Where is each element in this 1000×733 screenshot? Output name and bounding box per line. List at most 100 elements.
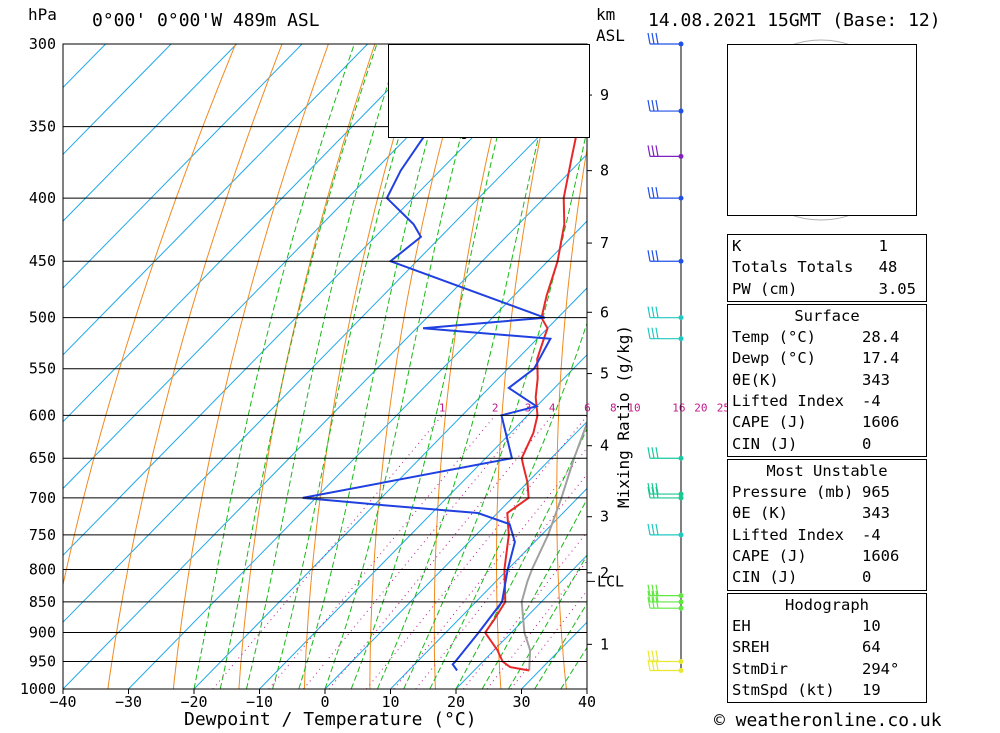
isotherm-line	[63, 44, 368, 356]
mu-value: -4	[862, 525, 881, 544]
wind-barb-feather	[655, 584, 659, 596]
most-unstable-box: Most Unstable Pressure (mb) 965 θE (K) 343 L…	[727, 459, 927, 591]
wind-barb-feather	[651, 250, 655, 262]
wind-barb-feather	[647, 32, 651, 45]
wet-adiabat-line	[350, 44, 521, 689]
wind-barb-feather	[655, 99, 659, 112]
pressure-tick-label: 900	[29, 624, 56, 642]
wind-barb-feather	[647, 523, 651, 535]
hodo-row: EH 10	[728, 616, 926, 637]
isotherm-line	[390, 487, 587, 689]
surface-label: Temp (°C)	[732, 328, 816, 347]
mixing-ratio-label: 6	[584, 401, 591, 414]
mu-title: Most Unstable	[766, 462, 888, 480]
copyright: © weatheronline.co.uk	[714, 710, 942, 731]
mixing-ratio-line	[415, 473, 587, 689]
mixing-ratio-axis-title: Mixing Ratio (g/kg)	[614, 324, 633, 508]
wind-barb-feather	[647, 187, 651, 199]
wind-barb-feather	[647, 306, 651, 318]
km-tick-label: 4	[600, 437, 609, 455]
mixing-ratio-label: 3	[525, 401, 532, 414]
dry-adiabat-line	[978, 44, 1000, 689]
wind-barb-feather	[647, 145, 651, 157]
wind-barb-feather	[651, 523, 655, 535]
wind-barb-feather	[647, 327, 651, 339]
x-tick-label: 20	[447, 693, 465, 711]
wet-adiabat-line	[481, 498, 587, 689]
surface-row: θE(K) 343	[728, 370, 926, 391]
wind-barb-feather	[655, 145, 659, 157]
wind-barb-feather	[655, 523, 659, 535]
pressure-unit-label: hPa	[28, 5, 57, 24]
wind-barb-feather	[651, 597, 655, 609]
mixing-ratio-label: 4	[549, 401, 556, 414]
wind-barb-feather	[651, 486, 655, 499]
wind-barb-feather	[655, 447, 659, 459]
wind-barb-feather	[651, 99, 655, 112]
hodo-table: EH 10 SREH 64 StmDir 294° StmSpd (kt) 19	[728, 616, 926, 701]
km-tick-label: 8	[600, 162, 609, 180]
mixing-ratio-line	[303, 415, 529, 689]
surface-label: CAPE (J)	[732, 413, 807, 432]
x-tick-label: −30	[115, 693, 142, 711]
date-title: 14.08.2021 15GMT (Base: 12)	[648, 10, 941, 31]
dry-adiabat-line	[433, 44, 515, 689]
hodo-value: 64	[862, 638, 881, 657]
wind-barb-feather	[647, 597, 651, 609]
isotherm-line	[63, 44, 172, 156]
dry-adiabat-line	[931, 44, 1000, 689]
dry-adiabat-line	[369, 44, 469, 689]
surface-label: Lifted Index	[732, 392, 844, 411]
hodo-value: 294°	[862, 659, 900, 678]
x-tick-label: 0	[320, 693, 329, 711]
hodo-label: StmSpd (kt)	[732, 681, 835, 700]
hodo-title: Hodograph	[785, 596, 869, 614]
pressure-tick-label: 850	[29, 593, 56, 611]
hodo-value: 10	[862, 617, 881, 636]
x-axis-title: Dewpoint / Temperature (°C)	[184, 709, 477, 730]
pressure-tick-label: 950	[29, 653, 56, 671]
wet-adiabat-line	[245, 44, 402, 689]
surface-row: Dewp (°C) 17.4	[728, 348, 926, 369]
hodo-value: 19	[862, 681, 881, 700]
isotherm-line	[63, 44, 237, 222]
hodo-label: SREH	[732, 638, 770, 657]
wind-barb-feather	[655, 187, 659, 199]
legend	[388, 44, 590, 138]
wind-barb-feather	[651, 584, 655, 596]
mu-row: CIN (J) 0	[728, 567, 926, 588]
index-label: K	[732, 237, 742, 256]
pressure-tick-label: 650	[29, 449, 56, 467]
surface-table: Temp (°C) 28.4 Dewp (°C) 17.4 θE(K) 343 Lifted…	[728, 327, 926, 455]
km-unit-label: km	[596, 5, 616, 24]
mixing-ratio-label: 25	[717, 401, 730, 414]
mixing-ratio-line	[393, 447, 587, 689]
mu-row: CAPE (J) 1606	[728, 546, 926, 567]
pressure-tick-label: 500	[29, 309, 56, 327]
surface-box: Surface Temp (°C) 28.4 Dewp (°C) 17.4 θE(K) 3…	[727, 304, 927, 457]
asl-unit-label: ASL	[596, 26, 625, 45]
wind-barb-feather	[655, 482, 659, 495]
mixing-ratio-line	[365, 415, 587, 689]
wind-barb-feather	[651, 590, 655, 603]
wind-barb-feather	[651, 447, 655, 459]
surface-label: θE(K)	[732, 370, 779, 389]
km-tick-label: 6	[600, 303, 609, 321]
km-tick-label: 7	[600, 234, 609, 252]
wind-barb-feather	[647, 650, 651, 662]
hodo-row: SREH 64	[728, 637, 926, 658]
location-title: 0°00' 0°00'W 489m ASL	[92, 10, 320, 31]
mixing-ratio-line	[268, 415, 496, 689]
km-tick-label: 2	[600, 564, 609, 582]
surface-value: -4	[862, 392, 881, 411]
isotherm-line	[63, 44, 565, 557]
mixing-ratio-label: 1	[439, 401, 446, 414]
isotherm-line	[259, 354, 587, 689]
km-tick-label: 5	[600, 365, 609, 383]
hodo-row: StmSpd (kt) 19	[728, 680, 926, 701]
index-row-pw: PW (cm) 3.05	[728, 279, 926, 300]
mixing-ratio-label: 16	[672, 401, 685, 414]
mu-row: θE (K) 343	[728, 503, 926, 524]
